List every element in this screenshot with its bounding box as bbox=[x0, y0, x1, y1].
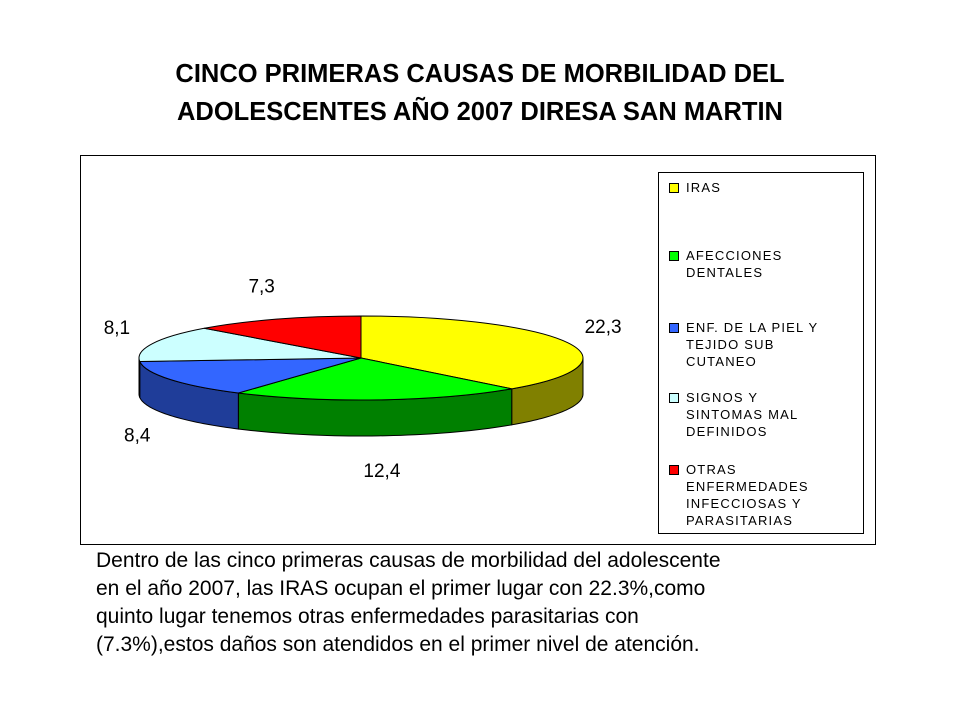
pie-slice-iras bbox=[360, 315, 584, 390]
pie-slice-signos-sintomas bbox=[138, 327, 362, 362]
chart-title-line-2: ADOLESCENTES AÑO 2007 DIRESA SAN MARTIN bbox=[177, 98, 783, 126]
legend-swatch-enf-piel bbox=[669, 323, 679, 333]
legend-item-enf-piel: ENF. DE LA PIEL Y TEJIDO SUB CUTANEO bbox=[669, 319, 818, 370]
legend-swatch-otras-enfermedades bbox=[669, 465, 679, 475]
legend-label-signos-sintomas: SIGNOS Y SINTOMAS MAL DEFINIDOS bbox=[686, 390, 799, 439]
data-label-signos-sintomas: 8,1 bbox=[104, 318, 130, 339]
description-line-1: Dentro de las cinco primeras causas de m… bbox=[96, 549, 721, 572]
pie-tops bbox=[138, 315, 584, 401]
description-line-2: en el año 2007, las IRAS ocupan el prime… bbox=[96, 577, 706, 600]
description-text: Dentro de las cinco primeras causas de m… bbox=[96, 547, 896, 659]
data-label-enf-piel: 8,4 bbox=[124, 426, 151, 447]
pie-labels: 22,3 12,4 8,4 8,1 7,3 bbox=[104, 276, 622, 481]
chart-title-line-1: CINCO PRIMERAS CAUSAS DE MORBILIDAD DEL bbox=[175, 60, 785, 88]
legend-label-iras: IRAS bbox=[686, 180, 722, 195]
data-label-otras-enfermedades: 7,3 bbox=[248, 276, 274, 297]
data-label-iras: 22,3 bbox=[585, 317, 622, 338]
description-line-4: (7.3%),estos daños son atendidos en el p… bbox=[96, 633, 700, 656]
pie-side-signos-sintomas bbox=[138, 358, 141, 398]
pie-slice-enf-piel bbox=[139, 357, 362, 394]
legend-swatch-iras bbox=[669, 183, 679, 193]
legend-item-otras-enfermedades: OTRAS ENFERMEDADES INFECCIOSAS Y PARASIT… bbox=[669, 461, 809, 529]
legend-item-iras: IRAS bbox=[669, 179, 721, 196]
legend-label-otras-enfermedades: OTRAS ENFERMEDADES INFECCIOSAS Y PARASIT… bbox=[686, 462, 809, 528]
legend-item-signos-sintomas: SIGNOS Y SINTOMAS MAL DEFINIDOS bbox=[669, 389, 798, 440]
chart-title: CINCO PRIMERAS CAUSAS DE MORBILIDAD DEL … bbox=[40, 55, 920, 131]
legend-item-afecciones-dentales: AFECCIONES DENTALES bbox=[669, 247, 783, 281]
pie-slice-otras-enfermedades bbox=[204, 315, 362, 359]
data-label-afecciones-dentales: 12,4 bbox=[363, 461, 400, 482]
description-line-3: quinto lugar tenemos otras enfermedades … bbox=[96, 605, 639, 628]
legend-swatch-afecciones-dentales bbox=[669, 251, 679, 261]
legend-label-enf-piel: ENF. DE LA PIEL Y TEJIDO SUB CUTANEO bbox=[686, 320, 819, 369]
pie-slice-afecciones-dentales bbox=[238, 357, 512, 401]
chart-legend: IRAS AFECCIONES DENTALES ENF. DE LA PIEL… bbox=[658, 172, 864, 534]
pie-sides bbox=[138, 357, 584, 437]
legend-swatch-signos-sintomas bbox=[669, 393, 679, 403]
legend-label-afecciones-dentales: AFECCIONES DENTALES bbox=[686, 248, 783, 280]
